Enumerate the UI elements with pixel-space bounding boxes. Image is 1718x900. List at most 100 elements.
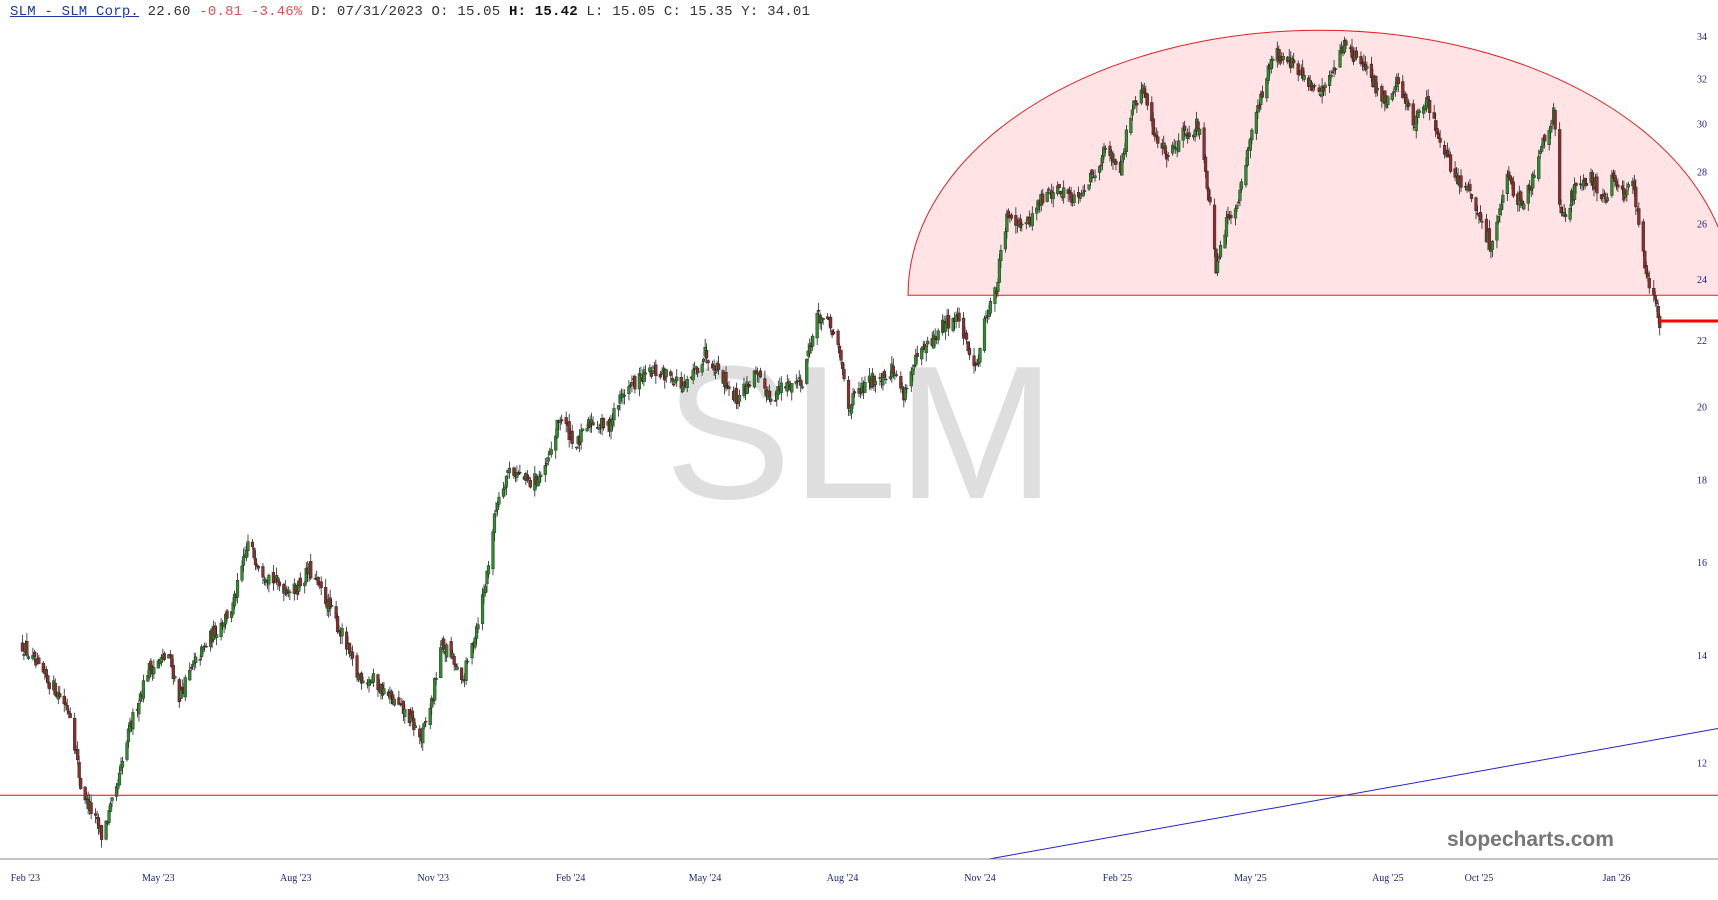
x-tick-label: Feb '24 — [556, 873, 585, 884]
candle — [1093, 169, 1097, 182]
candle — [1480, 214, 1484, 229]
candle — [73, 712, 77, 755]
candle — [53, 678, 57, 697]
candle — [972, 347, 976, 374]
candle — [261, 562, 265, 585]
x-tick-label: Nov '23 — [417, 873, 449, 884]
candle — [637, 367, 641, 397]
candle — [58, 686, 62, 699]
candle — [125, 740, 129, 762]
x-axis: Feb '23 May '23 Aug '23 Nov '23 Feb '24 May '… — [11, 873, 1630, 884]
candle — [1333, 67, 1338, 75]
x-tick-label: Oct '25 — [1465, 873, 1494, 884]
candle — [570, 424, 574, 450]
candle — [1212, 198, 1217, 257]
candle — [507, 461, 512, 479]
candle — [664, 369, 668, 383]
candle — [805, 358, 809, 385]
candle — [512, 466, 516, 479]
candle — [737, 389, 742, 407]
candle — [1653, 291, 1657, 307]
candle — [1344, 38, 1348, 49]
candle — [110, 797, 114, 808]
candle — [1208, 189, 1212, 206]
candle — [252, 547, 256, 560]
candle — [79, 777, 83, 790]
candle — [1187, 125, 1191, 140]
price-change-pct: -3.46% — [250, 4, 303, 20]
candle — [1183, 120, 1187, 135]
candle — [1047, 186, 1051, 193]
candle — [1020, 221, 1024, 232]
candle — [1417, 108, 1421, 118]
candle — [1323, 82, 1327, 96]
candle — [515, 465, 519, 482]
candle — [455, 663, 459, 671]
candle — [1250, 127, 1254, 145]
candle — [1045, 190, 1049, 203]
symbol-link[interactable]: SLM - SLM Corp. — [10, 4, 140, 20]
candle — [497, 492, 501, 508]
ytd-value: 34.01 — [767, 4, 811, 20]
y-tick-label: 26 — [1697, 219, 1707, 230]
candle — [288, 589, 292, 601]
candle — [194, 652, 198, 669]
candle — [982, 315, 987, 353]
candle — [1595, 172, 1599, 202]
candle — [76, 741, 80, 766]
candle — [246, 534, 250, 558]
candle — [817, 302, 821, 316]
candle — [1239, 178, 1244, 193]
candle — [1616, 178, 1620, 193]
candle — [460, 667, 464, 684]
candle — [1087, 184, 1091, 191]
candle — [1229, 210, 1233, 225]
candle — [1218, 240, 1223, 260]
candle — [758, 367, 763, 379]
candle — [219, 618, 223, 641]
candle — [350, 645, 355, 666]
candle — [546, 453, 550, 466]
candle — [999, 244, 1003, 269]
price-change: -0.81 — [199, 4, 243, 20]
candle — [1302, 70, 1306, 83]
close-label: C: — [663, 4, 682, 20]
ytd-label: Y: — [741, 4, 759, 20]
candle — [413, 722, 417, 728]
candle — [627, 380, 631, 401]
candle — [1543, 133, 1547, 149]
candle — [1313, 83, 1317, 91]
candle — [361, 676, 365, 684]
candle — [1124, 124, 1129, 158]
candle — [658, 370, 662, 380]
candle — [926, 336, 930, 347]
candle — [1009, 212, 1013, 221]
candle — [1605, 193, 1610, 203]
candle — [434, 671, 438, 686]
candle — [988, 297, 993, 317]
y-tick-label: 18 — [1697, 476, 1707, 487]
candle — [993, 286, 997, 312]
low-value: 15.05 — [612, 4, 656, 20]
candle — [525, 469, 529, 483]
candle — [1634, 179, 1638, 215]
candle — [829, 313, 833, 333]
date-label: D: — [311, 4, 329, 20]
candle — [465, 658, 470, 664]
x-tick-label: Aug '24 — [827, 873, 859, 884]
candle — [724, 366, 728, 392]
y-tick-label: 28 — [1697, 168, 1707, 179]
candle — [476, 617, 480, 633]
candle — [1537, 149, 1541, 182]
date-value: 07/31/2023 — [336, 4, 423, 20]
candle — [171, 658, 175, 685]
candle — [700, 361, 704, 376]
candle — [863, 376, 867, 394]
candle — [1365, 61, 1369, 76]
high-label: H: — [508, 4, 527, 20]
candle — [873, 375, 878, 393]
x-tick-label: May '24 — [689, 873, 722, 884]
x-tick-label: Feb '25 — [1103, 873, 1132, 884]
symbol-watermark: SLM — [665, 327, 1056, 539]
